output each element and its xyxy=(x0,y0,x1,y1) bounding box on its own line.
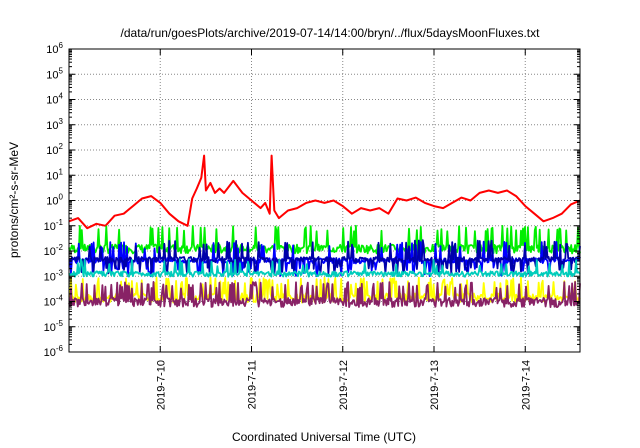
y-tick-label: 105 xyxy=(46,66,63,81)
y-tick-label: 103 xyxy=(46,117,63,132)
series-line-6 xyxy=(68,281,581,308)
series-line-1 xyxy=(68,224,581,255)
plot-area xyxy=(68,154,581,308)
y-tick-label: 10-6 xyxy=(44,344,64,359)
y-tick-label: 104 xyxy=(46,92,63,107)
y-tick-label: 10-1 xyxy=(44,218,64,233)
x-tick-label: 2019-7-11 xyxy=(247,360,259,409)
grid xyxy=(69,49,580,352)
x-tick-label: 2019-7-13 xyxy=(429,360,441,410)
y-axis-label: protons/cm²-s-sr-MeV xyxy=(7,142,21,258)
y-tick-label: 10-3 xyxy=(44,268,64,283)
y-axis: 10-6 10-5 10-4 10-3 10-2 10-1 100 101 102 103 104 1… xyxy=(44,41,580,359)
x-axis-label: Coordinated Universal Time (UTC) xyxy=(232,430,416,444)
series-line-0 xyxy=(68,154,581,230)
y-tick-label: 101 xyxy=(46,167,63,182)
x-tick-label: 2019-7-14 xyxy=(520,360,532,410)
y-tick-label: 106 xyxy=(46,41,63,56)
y-tick-label: 100 xyxy=(46,193,63,208)
y-tick-label: 10-4 xyxy=(44,294,64,309)
y-tick-label: 102 xyxy=(46,142,63,157)
x-tick-label: 2019-7-12 xyxy=(338,360,350,410)
series-line-3 xyxy=(68,239,581,276)
chart-title: /data/run/goesPlots/archive/2019-07-14/1… xyxy=(121,26,541,40)
x-tick-label: 2019-7-10 xyxy=(155,360,167,410)
x-axis: 2019-7-10 2019-7-11 2019-7-12 2019-7-13 2019… xyxy=(155,49,532,410)
series-line-4 xyxy=(68,258,581,278)
y-tick-label: 10-2 xyxy=(44,243,64,258)
y-tick-label: 10-5 xyxy=(44,319,64,334)
